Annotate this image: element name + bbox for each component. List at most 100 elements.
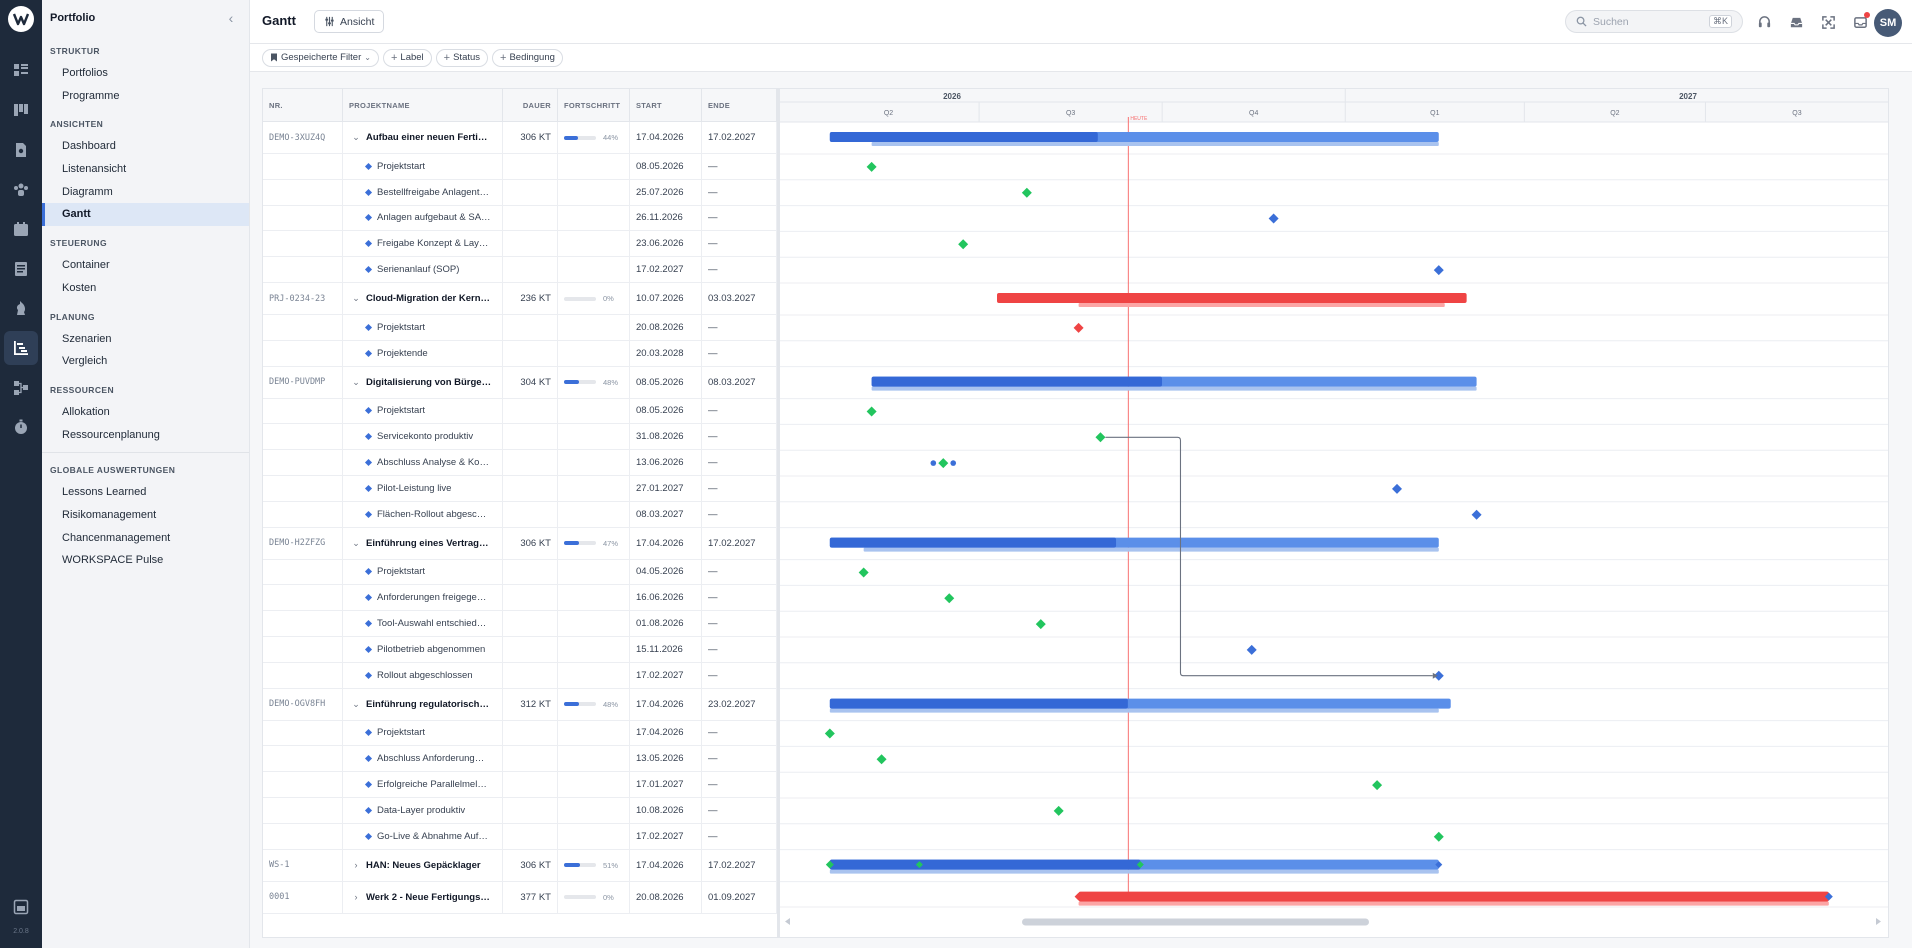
milestone-row[interactable]: Erfolgreiche Parallelmel… 17.01.2027—: [263, 772, 777, 798]
team-icon[interactable]: [11, 180, 31, 200]
chevron-right-icon[interactable]: ›: [354, 892, 358, 903]
milestone-diamond[interactable]: [1391, 483, 1402, 494]
fullscreen-icon[interactable]: [1819, 13, 1837, 31]
hierarchy-icon[interactable]: [11, 378, 31, 398]
milestone-diamond[interactable]: [858, 567, 869, 578]
add-condition-filter-button[interactable]: + Bedingung: [492, 48, 563, 67]
milestone-diamond[interactable]: [1095, 432, 1106, 443]
milestone-diamond[interactable]: [866, 161, 877, 172]
milestone-diamond[interactable]: [1372, 780, 1383, 791]
milestone-cluster-dot[interactable]: [930, 460, 937, 466]
report-icon[interactable]: [11, 259, 31, 279]
chevron-down-icon[interactable]: ⌄: [352, 698, 360, 709]
project-row[interactable]: DEMO-PUVDMP ⌄ Digitalisierung von Bürge… 30…: [263, 366, 777, 399]
milestone-row[interactable]: Projektstart 08.05.2026—: [263, 398, 777, 425]
bar-start-milestone[interactable]: [825, 860, 834, 869]
milestone-diamond[interactable]: [1471, 509, 1482, 520]
milestone-row[interactable]: Anforderungen freigege… 16.06.2026—: [263, 585, 777, 612]
chevron-right-icon[interactable]: ›: [354, 860, 358, 871]
milestone-row[interactable]: Projektstart 04.05.2026—: [263, 559, 777, 586]
sidebar-item-listenansicht[interactable]: Listenansicht: [62, 163, 127, 176]
project-row[interactable]: DEMO-3XUZ4Q ⌄ Aufbau einer neuen Ferti… 306…: [263, 122, 777, 154]
add-status-filter-button[interactable]: + Status: [435, 48, 489, 67]
milestone-row[interactable]: Serienanlauf (SOP) 17.02.2027—: [263, 257, 777, 283]
sidebar-item-chancenmanagement[interactable]: Chancenmanagement: [62, 531, 171, 544]
sidebar-item-vergleich[interactable]: Vergleich: [62, 355, 108, 368]
project-row[interactable]: 0001 › Werk 2 - Neue Fertigungs… 377 KT 0% 20…: [263, 881, 777, 914]
sidebar-item-programme[interactable]: Programme: [62, 89, 120, 102]
project-row[interactable]: DEMO-OGV8FH ⌄ Einführung regulatorisch… 312…: [263, 688, 777, 721]
sidebar-item-szenarien[interactable]: Szenarien: [62, 332, 112, 345]
milestone-row[interactable]: Anlagen aufgebaut & SA… 26.11.2026—: [263, 205, 777, 232]
view-button[interactable]: Ansicht: [314, 10, 385, 33]
milestone-diamond[interactable]: [824, 728, 835, 739]
column-header-nr[interactable]: NR.: [263, 89, 343, 122]
chevron-down-icon[interactable]: ⌄: [352, 376, 360, 387]
milestone-row[interactable]: Go-Live & Abnahme Auf… 17.02.2027—: [263, 823, 777, 850]
milestone-row[interactable]: Projektende 20.03.2028—: [263, 340, 777, 367]
column-header-progress[interactable]: FORTSCHRITT: [558, 89, 630, 122]
milestone-row[interactable]: Abschluss Analyse & Ko… 13.06.2026—: [263, 450, 777, 476]
milestone-row[interactable]: Projektstart 08.05.2026—: [263, 154, 777, 180]
milestone-diamond[interactable]: [944, 593, 955, 604]
milestone-diamond[interactable]: [1073, 322, 1084, 333]
gantt-icon[interactable]: [4, 331, 38, 365]
chevron-down-icon[interactable]: ⌄: [352, 293, 360, 303]
milestone-row[interactable]: Projektstart 17.04.2026—: [263, 720, 777, 747]
sidebar-item-container[interactable]: Container: [62, 259, 110, 272]
user-avatar[interactable]: SM: [1874, 9, 1902, 37]
board-icon[interactable]: [11, 100, 31, 120]
milestone-cluster-dot[interactable]: [950, 460, 957, 466]
milestone-row[interactable]: Freigabe Konzept & Lay… 23.06.2026—: [263, 231, 777, 258]
project-row[interactable]: PRJ-0234-23 ⌄ Cloud-Migration der Kern… 236…: [263, 283, 777, 315]
milestone-diamond[interactable]: [938, 458, 949, 469]
milestone-diamond[interactable]: [1246, 644, 1257, 655]
milestone-row[interactable]: Abschluss Anforderung… 13.05.2026—: [263, 746, 777, 773]
bar-inline-milestone[interactable]: [1136, 861, 1144, 869]
sidebar-item-kosten[interactable]: Kosten: [62, 281, 97, 294]
sidebar-item-workspace-pulse[interactable]: WORKSPACE Pulse: [62, 554, 164, 567]
column-header-name[interactable]: PROJEKTNAME: [343, 89, 503, 122]
milestone-diamond[interactable]: [1433, 265, 1444, 276]
chevron-down-icon[interactable]: ⌄: [352, 537, 360, 548]
bar-inline-milestone[interactable]: [915, 861, 923, 869]
calendar-icon[interactable]: [11, 219, 31, 239]
sidebar-item-dashboard[interactable]: Dashboard: [62, 140, 116, 153]
saved-filters-button[interactable]: Gespeicherte Filter ⌄: [262, 48, 379, 67]
inbox-icon[interactable]: [1787, 13, 1805, 31]
sidebar-item-gantt[interactable]: Gantt: [42, 203, 249, 227]
sidebar-item-risikomanagement[interactable]: Risikomanagement: [62, 508, 157, 521]
milestone-diamond[interactable]: [958, 239, 969, 250]
sidebar-item-allokation[interactable]: Allokation: [62, 405, 110, 418]
document-icon[interactable]: [11, 140, 31, 160]
project-bar[interactable]: [997, 293, 1467, 303]
bar-end-milestone[interactable]: [1435, 861, 1443, 869]
sidebar-item-portfolios[interactable]: Portfolios: [62, 67, 108, 79]
milestone-diamond[interactable]: [1433, 831, 1444, 842]
bar-start-milestone[interactable]: [1074, 892, 1083, 901]
milestone-diamond[interactable]: [1021, 187, 1032, 198]
app-logo[interactable]: [8, 6, 34, 32]
horizontal-scrollbar-thumb[interactable]: [1022, 918, 1369, 926]
collapse-sidebar-icon[interactable]: ‹: [228, 10, 234, 26]
project-row[interactable]: DEMO-H2ZFZG ⌄ Einführung eines Vertrag… 306…: [263, 527, 777, 560]
milestone-row[interactable]: Projektstart 20.08.2026—: [263, 315, 777, 341]
milestone-row[interactable]: Bestellfreigabe Anlagent… 25.07.2026—: [263, 179, 777, 206]
milestone-diamond[interactable]: [1268, 213, 1279, 224]
bar-end-milestone[interactable]: [1824, 892, 1833, 901]
chevron-down-icon[interactable]: ⌄: [352, 132, 360, 142]
add-label-filter-button[interactable]: + Label: [382, 48, 432, 67]
stopwatch-icon[interactable]: [11, 417, 31, 437]
milestone-row[interactable]: Pilot-Leistung live 27.01.2027—: [263, 476, 777, 502]
column-header-duration[interactable]: DAUER: [503, 89, 558, 122]
panel-splitter[interactable]: [777, 89, 780, 937]
milestone-diamond[interactable]: [866, 406, 877, 417]
dashboard-icon[interactable]: [11, 60, 31, 80]
sidebar-item-diagramm[interactable]: Diagramm: [62, 185, 113, 198]
milestone-row[interactable]: Tool-Auswahl entschied… 01.08.2026—: [263, 611, 777, 637]
layout-icon[interactable]: [11, 897, 31, 917]
milestone-diamond[interactable]: [1053, 805, 1064, 816]
sidebar-item-ressourcenplanung[interactable]: Ressourcenplanung: [62, 428, 160, 441]
project-bar[interactable]: [1078, 891, 1829, 902]
column-header-start[interactable]: START: [630, 89, 702, 122]
